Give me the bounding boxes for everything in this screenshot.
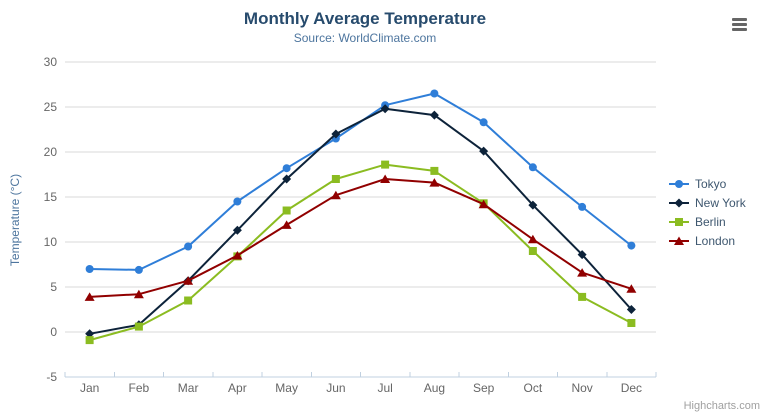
- legend-marker[interactable]: [675, 179, 683, 188]
- x-axis-label: Dec: [621, 381, 642, 395]
- data-point-london[interactable]: [577, 268, 588, 277]
- data-point-new-york[interactable]: [626, 305, 636, 314]
- data-point-berlin[interactable]: [528, 247, 537, 255]
- data-point-berlin[interactable]: [282, 206, 291, 215]
- series-line-new-york[interactable]: [88, 107, 633, 335]
- y-axis-label: 30: [44, 55, 58, 69]
- data-point-london[interactable]: [281, 220, 292, 229]
- data-point-tokyo[interactable]: [134, 265, 143, 274]
- data-point-london[interactable]: [478, 199, 489, 209]
- series-line-tokyo[interactable]: [88, 92, 633, 271]
- x-axis-label: Sep: [473, 381, 495, 395]
- line-marker-icon: [669, 236, 689, 245]
- data-point-tokyo[interactable]: [430, 89, 439, 98]
- data-point-london[interactable]: [183, 276, 194, 285]
- x-axis-label: Aug: [424, 381, 445, 395]
- legend-item-london[interactable]: London: [668, 231, 746, 250]
- data-point-tokyo[interactable]: [528, 163, 537, 172]
- y-axis-label: -5: [46, 370, 57, 384]
- legend-marker[interactable]: [674, 236, 684, 245]
- y-axis-label: 0: [50, 325, 57, 339]
- y-axis-label: 15: [44, 190, 58, 204]
- data-point-tokyo[interactable]: [85, 265, 94, 273]
- data-point-new-york[interactable]: [479, 146, 489, 156]
- x-axis-label: Jul: [377, 381, 392, 395]
- chart-subtitle: Source: WorldClimate.com: [293, 31, 437, 45]
- data-point-london[interactable]: [232, 251, 243, 260]
- data-point-tokyo[interactable]: [282, 164, 291, 173]
- legend-item-tokyo[interactable]: Tokyo: [668, 174, 746, 193]
- y-axis-label: 10: [44, 235, 58, 249]
- data-point-berlin[interactable]: [430, 166, 439, 175]
- x-axis-label: Feb: [129, 381, 150, 395]
- data-point-berlin[interactable]: [184, 296, 193, 305]
- series-line-london[interactable]: [88, 178, 633, 298]
- y-axis-label: 25: [44, 100, 58, 114]
- data-point-berlin[interactable]: [381, 160, 390, 169]
- data-point-new-york[interactable]: [528, 200, 538, 210]
- data-point-new-york[interactable]: [331, 129, 341, 139]
- x-axis-label: Nov: [571, 381, 592, 395]
- data-point-london[interactable]: [133, 289, 144, 299]
- x-axis-label: Mar: [178, 381, 199, 395]
- data-point-berlin[interactable]: [627, 319, 636, 327]
- data-point-tokyo[interactable]: [233, 197, 242, 206]
- chart-title: Monthly Average Temperature: [243, 9, 487, 28]
- line-marker-icon: [669, 217, 689, 226]
- data-point-london[interactable]: [626, 284, 637, 293]
- y-axis-label: 20: [44, 145, 58, 159]
- data-point-new-york[interactable]: [429, 110, 439, 120]
- data-point-berlin[interactable]: [85, 336, 94, 345]
- hamburger-icon: [731, 18, 747, 31]
- data-point-tokyo[interactable]: [627, 241, 636, 250]
- data-point-new-york[interactable]: [85, 329, 95, 339]
- legend-marker[interactable]: [675, 217, 683, 226]
- legend-label: London: [695, 233, 736, 248]
- data-point-london[interactable]: [527, 234, 538, 244]
- export-menu-button[interactable]: [728, 15, 750, 34]
- x-axis-label: Jun: [326, 381, 345, 395]
- x-axis-label: Apr: [228, 381, 247, 395]
- data-point-berlin[interactable]: [578, 292, 587, 301]
- data-point-new-york[interactable]: [282, 174, 292, 184]
- data-point-tokyo[interactable]: [578, 202, 587, 211]
- series-line-berlin[interactable]: [88, 163, 633, 342]
- data-point-tokyo[interactable]: [479, 118, 488, 127]
- data-point-new-york[interactable]: [380, 104, 390, 114]
- data-point-new-york[interactable]: [232, 225, 242, 235]
- legend: Tokyo New York Berlin London: [668, 174, 746, 250]
- legend-marker[interactable]: [674, 198, 684, 207]
- line-marker-icon: [669, 179, 689, 188]
- legend-label: Tokyo: [695, 176, 727, 191]
- legend-label: New York: [695, 195, 746, 210]
- data-point-new-york[interactable]: [577, 250, 587, 260]
- y-axis-label: 5: [50, 280, 57, 294]
- data-point-london[interactable]: [330, 190, 341, 200]
- data-point-berlin[interactable]: [134, 322, 143, 331]
- data-point-london[interactable]: [429, 178, 440, 187]
- credits-link[interactable]: Highcharts.com: [683, 400, 760, 412]
- legend-item-new-york[interactable]: New York: [668, 193, 746, 212]
- data-point-tokyo[interactable]: [184, 242, 193, 251]
- legend-label: Berlin: [695, 214, 726, 229]
- legend-item-berlin[interactable]: Berlin: [668, 212, 746, 231]
- line-marker-icon: [669, 198, 689, 207]
- x-axis-label: Oct: [524, 381, 543, 395]
- data-point-london[interactable]: [84, 292, 95, 301]
- x-axis-label: May: [275, 381, 298, 395]
- x-axis-label: Jan: [80, 381, 99, 395]
- data-point-berlin[interactable]: [331, 175, 340, 183]
- data-point-london[interactable]: [380, 174, 391, 184]
